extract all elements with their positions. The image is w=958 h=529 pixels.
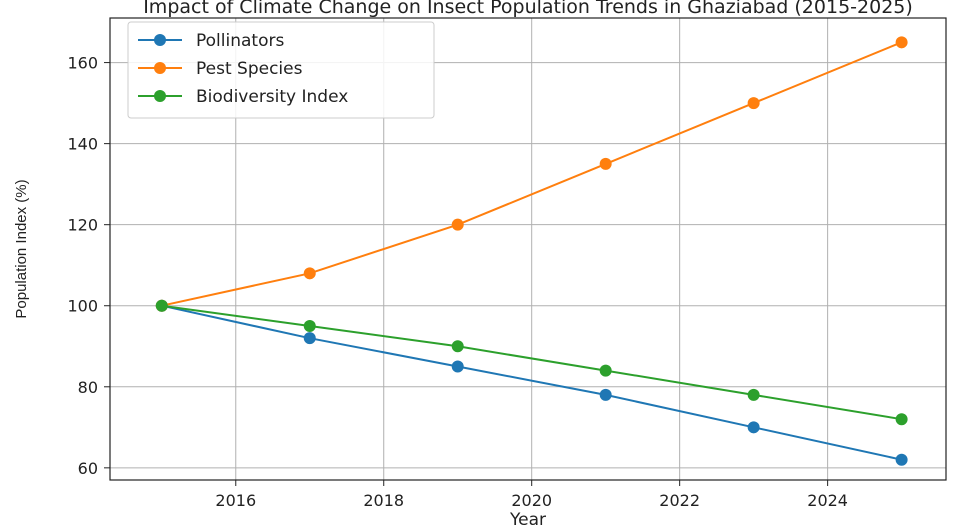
data-point — [599, 388, 612, 401]
legend-label: Pest Species — [196, 59, 303, 79]
legend-box — [127, 21, 435, 119]
plot-frame — [109, 17, 947, 481]
x-tick-label: 2024 — [807, 491, 848, 510]
legend-item: Pollinators — [138, 31, 284, 51]
data-point — [303, 332, 316, 345]
legend-marker — [154, 34, 166, 46]
legend-item: Biodiversity Index — [138, 87, 348, 107]
data-point — [303, 267, 316, 280]
grid — [110, 18, 946, 480]
legend-marker — [154, 90, 166, 102]
data-point — [895, 453, 908, 466]
data-point — [747, 97, 760, 110]
series-line — [161, 304, 902, 421]
y-axis-title: Population Index (%) — [13, 179, 30, 318]
series-line — [161, 304, 902, 461]
data-point — [155, 299, 168, 312]
x-tick-label: 2022 — [659, 491, 700, 510]
data-point — [451, 218, 464, 231]
data-point — [451, 360, 464, 373]
y-tick-label: 140 — [67, 135, 98, 154]
y-tick-label: 80 — [78, 378, 98, 397]
data-point — [747, 421, 760, 434]
data-point — [599, 364, 612, 377]
x-tick-label: 2016 — [215, 491, 256, 510]
x-tick-label: 2018 — [363, 491, 404, 510]
y-tick-label: 120 — [67, 216, 98, 235]
legend-label: Biodiversity Index — [196, 87, 348, 107]
data-point — [599, 157, 612, 170]
legend-marker — [154, 62, 166, 74]
series — [155, 36, 908, 466]
data-point — [747, 388, 760, 401]
legend-label: Pollinators — [196, 31, 284, 51]
x-tick-label: 2020 — [511, 491, 552, 510]
series-line — [161, 41, 902, 307]
x-axis-title: Year — [509, 510, 546, 529]
legend-item: Pest Species — [138, 59, 303, 79]
data-point — [895, 413, 908, 426]
y-tick-label: 160 — [67, 54, 98, 73]
chart-title: Impact of Climate Change on Insect Popul… — [143, 0, 913, 18]
series-biodiversity-index — [155, 299, 908, 426]
y-tick-label: 60 — [78, 459, 98, 478]
series-pest-species — [155, 36, 908, 312]
legend: Pollinators Pest Species Biodiversity Inde… — [127, 21, 435, 119]
y-tick-label: 100 — [67, 297, 98, 316]
data-point — [895, 36, 908, 49]
data-point — [303, 320, 316, 332]
data-point — [451, 340, 464, 353]
axis-ticks: 2016 2018 2020 2022 2024 60 80 100 120 140 160 — [67, 54, 848, 510]
